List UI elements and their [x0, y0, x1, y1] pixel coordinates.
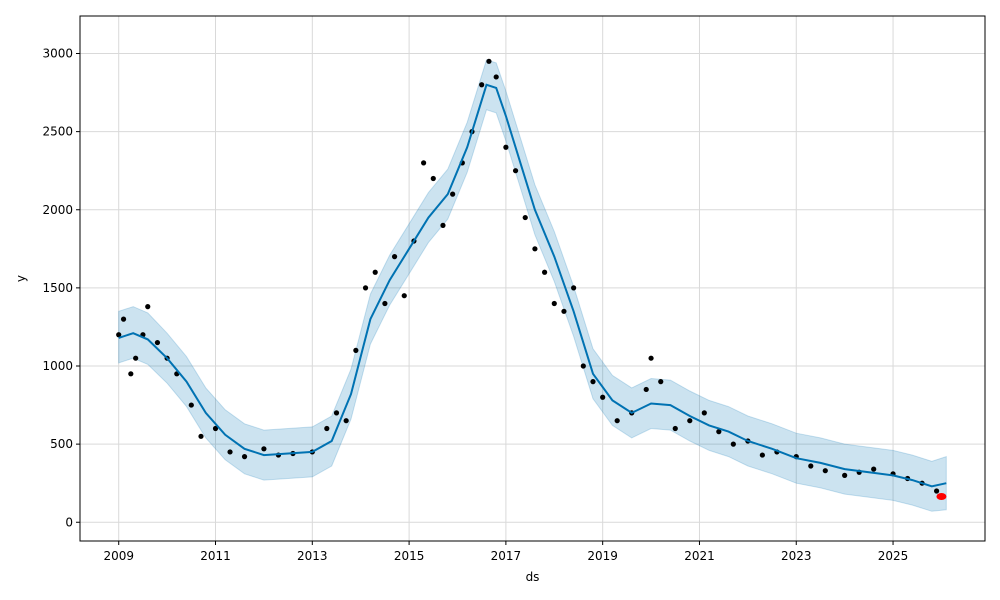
observed-point: [551, 300, 557, 307]
uncertainty-band: [118, 59, 947, 512]
x-axis-label: ds: [526, 570, 540, 584]
observed-point: [486, 58, 492, 64]
observed-point: [571, 285, 577, 291]
observed-point: [730, 441, 736, 447]
highlight-point: [936, 492, 947, 500]
observed-point: [362, 285, 369, 291]
observed-point: [430, 175, 436, 182]
observed-point: [541, 269, 548, 275]
y-tick-label: 1000: [42, 359, 73, 373]
observed-point: [580, 363, 586, 369]
y-axis-ticks: 0 500 1000 1500 2000 2500 3000: [42, 47, 80, 529]
observed-point: [590, 379, 596, 385]
observed-point: [128, 371, 134, 377]
x-tick-label: 2017: [491, 549, 522, 563]
observed-point: [212, 425, 219, 432]
observed-point: [353, 347, 359, 353]
observed-point: [672, 425, 678, 432]
observed-point: [120, 316, 127, 322]
plot-frame: [79, 15, 986, 542]
x-tick-label: 2015: [394, 549, 425, 563]
uncertainty-band-layer: [118, 59, 947, 512]
x-tick-label: 2011: [200, 549, 231, 563]
y-tick-label: 2500: [42, 125, 73, 139]
observed-point: [440, 222, 446, 228]
observed-point: [687, 418, 693, 424]
observed-point: [116, 332, 122, 338]
observed-point: [401, 293, 407, 299]
observed-point: [261, 446, 267, 452]
observed-point: [808, 463, 814, 469]
observed-point: [614, 418, 620, 424]
observed-point: [372, 269, 378, 275]
observed-point: [658, 379, 664, 385]
x-tick-label: 2013: [297, 549, 328, 563]
x-tick-label: 2025: [878, 549, 909, 563]
observed-point: [643, 386, 649, 393]
observed-point: [512, 168, 519, 174]
observed-point: [479, 82, 485, 88]
observed-point: [421, 160, 427, 166]
observed-point: [343, 418, 349, 424]
observed-point: [324, 425, 330, 432]
observed-point: [227, 449, 233, 455]
observed-point: [154, 339, 161, 346]
y-tick-label: 1500: [42, 281, 73, 295]
observed-point: [648, 355, 654, 361]
observed-point: [600, 394, 606, 400]
observed-point: [701, 410, 707, 416]
observed-point: [561, 308, 567, 314]
y-axis-label: y: [14, 275, 28, 282]
observed-point: [759, 452, 765, 458]
observed-point: [493, 74, 499, 80]
observed-point: [382, 300, 388, 307]
observed-point: [188, 402, 194, 408]
forecast-line-layer: [118, 83, 947, 488]
x-tick-label: 2009: [103, 549, 134, 563]
observed-point: [503, 144, 509, 150]
y-tick-label: 2000: [42, 203, 73, 217]
x-axis-ticks: 2009 2011 2013 2015 2017 2019 2021 2023 2025: [103, 541, 908, 563]
observed-point: [822, 468, 828, 474]
observed-point: [391, 254, 398, 260]
observed-point: [842, 472, 848, 478]
x-tick-label: 2023: [781, 549, 812, 563]
y-tick-label: 500: [50, 437, 73, 451]
y-tick-label: 0: [65, 515, 73, 529]
observed-point: [241, 454, 248, 460]
observed-point: [532, 246, 538, 252]
forecast-line: [118, 83, 947, 488]
observed-point: [934, 488, 940, 494]
x-tick-label: 2021: [684, 549, 715, 563]
observed-point: [145, 304, 151, 310]
y-tick-label: 3000: [42, 47, 73, 61]
observed-point: [716, 429, 722, 435]
x-tick-label: 2019: [587, 549, 618, 563]
observed-point: [133, 355, 139, 361]
observed-point: [198, 433, 204, 439]
grid-layer: [80, 16, 985, 541]
observed-point: [522, 214, 528, 221]
observed-point: [450, 191, 456, 197]
observed-point: [333, 410, 340, 416]
observed-point: [871, 466, 877, 472]
